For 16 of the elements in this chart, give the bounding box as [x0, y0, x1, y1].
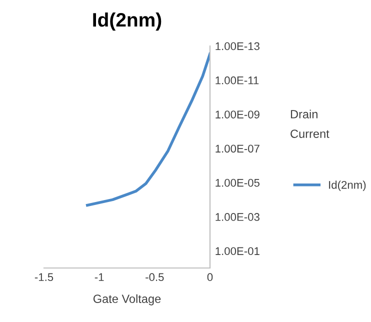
y-tick-label: 1.00E-05	[216, 178, 260, 187]
x-tick-label: -1.5	[34, 273, 54, 282]
chart-title: Id(2nm)	[93, 12, 162, 31]
y-tick-label: 1.00E-03	[216, 213, 260, 221]
y-tick-label: 1.00E-01	[216, 247, 260, 256]
y-tick-label: 1.00E-11	[216, 76, 259, 84]
legend-label: Id(2nm)	[329, 180, 366, 192]
y-tick-label: 1.00E-09	[216, 110, 260, 118]
y-tick-label: 1.00E-07	[216, 144, 260, 153]
x-tick-label: 0	[207, 273, 213, 282]
x-tick-label: -1	[94, 273, 104, 281]
y-tick-label: 1.00E-13	[216, 42, 260, 50]
x-tick-label: -0.5	[146, 273, 164, 282]
x-axis-title: Gate Voltage	[93, 294, 161, 306]
y-axis-title: Drain Current	[290, 110, 330, 138]
line-series	[86, 52, 210, 207]
